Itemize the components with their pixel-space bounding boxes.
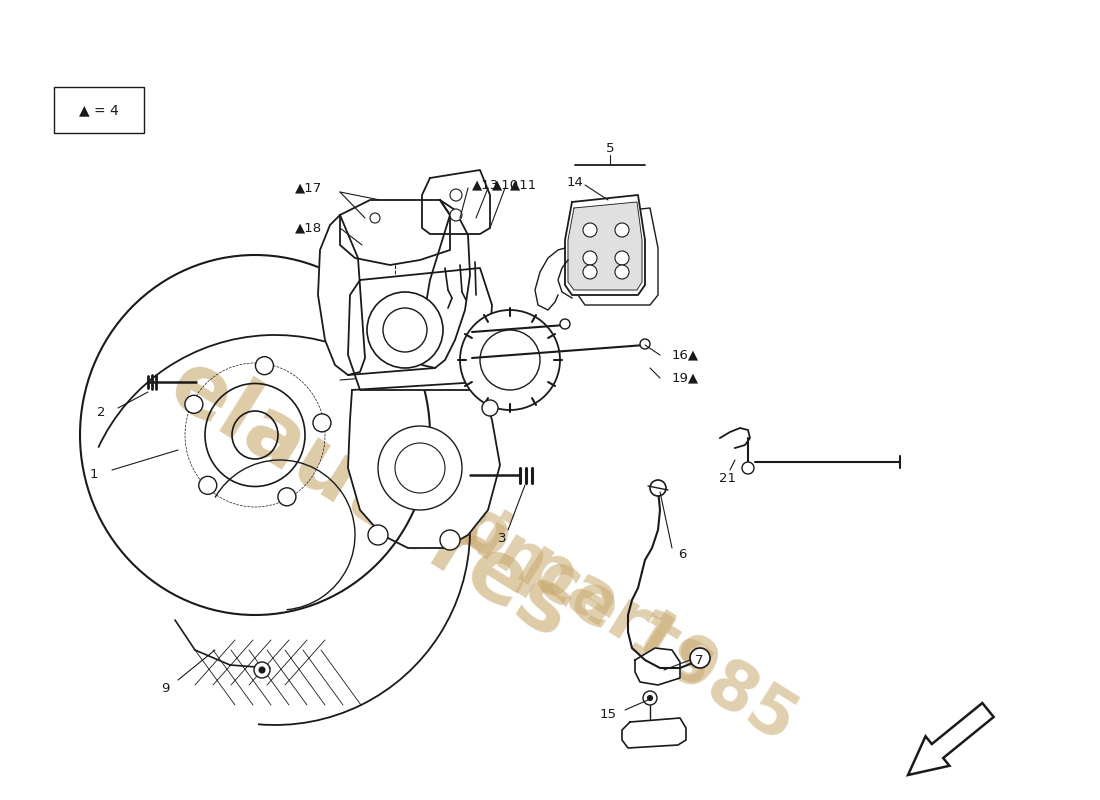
Circle shape — [368, 525, 388, 545]
Circle shape — [378, 426, 462, 510]
Circle shape — [650, 480, 666, 496]
Polygon shape — [422, 170, 490, 234]
Polygon shape — [621, 718, 686, 748]
Circle shape — [583, 265, 597, 279]
Circle shape — [615, 223, 629, 237]
Text: 9: 9 — [161, 682, 169, 694]
Polygon shape — [635, 648, 680, 685]
Polygon shape — [565, 195, 645, 295]
Text: ▲ = 4: ▲ = 4 — [79, 103, 119, 117]
Text: 1: 1 — [89, 469, 98, 482]
Circle shape — [278, 488, 296, 506]
Circle shape — [254, 662, 270, 678]
Circle shape — [583, 251, 597, 265]
Circle shape — [615, 251, 629, 265]
Polygon shape — [568, 202, 642, 290]
Text: 15: 15 — [600, 707, 616, 721]
FancyBboxPatch shape — [54, 87, 144, 133]
Polygon shape — [578, 208, 658, 305]
Polygon shape — [418, 200, 470, 368]
Circle shape — [644, 691, 657, 705]
Circle shape — [367, 292, 443, 368]
Circle shape — [648, 695, 652, 701]
Circle shape — [199, 476, 217, 494]
Circle shape — [450, 209, 462, 221]
FancyArrow shape — [908, 703, 993, 775]
Text: auto parts: auto parts — [332, 418, 728, 702]
Text: 19▲: 19▲ — [672, 371, 700, 385]
Circle shape — [450, 189, 462, 201]
Text: elautores: elautores — [153, 343, 587, 657]
Text: 21: 21 — [719, 471, 737, 485]
Circle shape — [480, 330, 540, 390]
Text: 2: 2 — [97, 406, 104, 418]
Circle shape — [440, 530, 460, 550]
Text: 16▲: 16▲ — [672, 349, 700, 362]
Text: ▲11: ▲11 — [510, 178, 537, 191]
Text: 3: 3 — [497, 531, 506, 545]
Circle shape — [482, 400, 498, 416]
Circle shape — [560, 319, 570, 329]
Text: 5: 5 — [606, 142, 614, 154]
Circle shape — [395, 443, 446, 493]
Polygon shape — [318, 215, 365, 375]
Polygon shape — [348, 268, 492, 390]
Circle shape — [383, 308, 427, 352]
Text: 6: 6 — [678, 549, 686, 562]
Circle shape — [583, 223, 597, 237]
Text: ▲18: ▲18 — [295, 222, 322, 234]
Text: ▲17: ▲17 — [295, 182, 322, 194]
Text: ▲10: ▲10 — [492, 178, 519, 191]
Text: 14: 14 — [566, 177, 583, 190]
Polygon shape — [340, 200, 450, 265]
Text: since 1985: since 1985 — [431, 485, 808, 755]
Circle shape — [258, 667, 265, 673]
Circle shape — [255, 357, 274, 374]
Circle shape — [460, 310, 560, 410]
Circle shape — [314, 414, 331, 432]
Text: 7: 7 — [695, 654, 704, 666]
Circle shape — [690, 648, 710, 668]
Circle shape — [185, 395, 202, 414]
Circle shape — [370, 213, 379, 223]
Text: ▲13: ▲13 — [472, 178, 499, 191]
Polygon shape — [348, 382, 500, 548]
Circle shape — [640, 339, 650, 349]
Circle shape — [742, 462, 754, 474]
Circle shape — [615, 265, 629, 279]
